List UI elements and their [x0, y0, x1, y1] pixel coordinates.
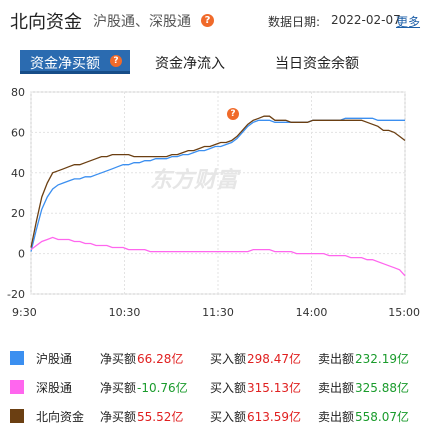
x-tick-label: 14:00 — [296, 306, 328, 319]
header: 北向资金 沪股通、深股通 ? 数据日期: 2022-02-07 更多 — [0, 0, 426, 40]
legend-row-north: 北向资金 净买额 55.52亿 买入额 613.59亿 卖出额 558.07亿 — [0, 403, 426, 427]
net-buy-value: 55.52亿 — [137, 410, 184, 424]
net-buy-value: -10.76亿 — [137, 381, 188, 395]
legend-series-name: 北向资金 — [36, 410, 85, 424]
chart-grid — [30, 91, 406, 295]
y-tick-label: -20 — [7, 288, 25, 301]
tab-net-buy-label: 资金净买额 — [30, 56, 100, 72]
watermark: 东方财富 — [150, 167, 241, 193]
page-title: 北向资金 — [10, 12, 82, 33]
tab-net-inflow-help-icon[interactable]: ? — [227, 108, 239, 120]
sell-label: 卖出额 — [318, 410, 355, 424]
page-subtitle: 沪股通、深股通 — [93, 14, 191, 30]
y-tick-label: 40 — [11, 167, 25, 180]
net-buy-label: 净买额 — [100, 352, 137, 366]
tab-net-buy[interactable]: 资金净买额 ? — [20, 50, 130, 74]
legend-series-name: 沪股通 — [36, 352, 73, 366]
tab-net-inflow[interactable]: 资金净流入 — [155, 56, 225, 72]
x-tick-label: 15:00 — [388, 306, 420, 319]
net-buy-value: 66.28亿 — [137, 352, 184, 366]
y-tick-label: 0 — [18, 248, 25, 261]
date-value: 2022-02-07 — [331, 13, 401, 27]
series-line-2 — [30, 115, 406, 248]
legend-swatch — [10, 351, 24, 365]
date-label: 数据日期: — [268, 15, 321, 29]
x-tick-label: 9:30 — [12, 306, 37, 319]
help-icon[interactable]: ? — [201, 14, 214, 27]
buy-value: 315.13亿 — [247, 381, 301, 395]
buy-label: 买入额 — [210, 381, 247, 395]
tab-net-buy-help-icon[interactable]: ? — [110, 55, 122, 67]
sell-label: 卖出额 — [318, 352, 355, 366]
sell-label: 卖出额 — [318, 381, 355, 395]
buy-value: 298.47亿 — [247, 352, 301, 366]
net-buy-label: 净买额 — [100, 410, 137, 424]
tab-bar: 资金净买额 ? 资金净流入 ? 当日资金余额 — [0, 50, 426, 120]
series-line-0 — [30, 117, 405, 252]
y-tick-label: 20 — [11, 207, 25, 220]
net-buy-line-chart: 东方财富 80 60 40 20 0 -20 9:30 10:30 11:30 14:00 15:… — [7, 86, 420, 319]
x-tick-label: 11:30 — [202, 306, 234, 319]
legend-row-sh: 沪股通 净买额 66.28亿 买入额 298.47亿 卖出额 232.19亿 — [0, 345, 426, 369]
legend-swatch — [10, 380, 24, 394]
y-axis: 80 60 40 20 0 -20 — [7, 86, 25, 301]
y-tick-label: 60 — [11, 126, 25, 139]
buy-label: 买入额 — [210, 352, 247, 366]
legend-row-sz: 深股通 净买额 -10.76亿 买入额 315.13亿 卖出额 325.88亿 — [0, 374, 426, 398]
sell-value: 325.88亿 — [355, 381, 409, 395]
net-buy-label: 净买额 — [100, 381, 137, 395]
sell-value: 232.19亿 — [355, 352, 409, 366]
x-axis: 9:30 10:30 11:30 14:00 15:00 — [12, 306, 420, 319]
tab-daily-balance[interactable]: 当日资金余额 — [275, 56, 359, 72]
legend-swatch — [10, 409, 24, 423]
y-tick-label: 80 — [11, 86, 25, 99]
buy-label: 买入额 — [210, 410, 247, 424]
series-line-1 — [30, 236, 406, 277]
buy-value: 613.59亿 — [247, 410, 301, 424]
legend-series-name: 深股通 — [36, 381, 73, 395]
sell-value: 558.07亿 — [355, 410, 409, 424]
more-link[interactable]: 更多 — [396, 15, 421, 29]
series-lines — [30, 115, 406, 277]
x-tick-label: 10:30 — [109, 306, 141, 319]
